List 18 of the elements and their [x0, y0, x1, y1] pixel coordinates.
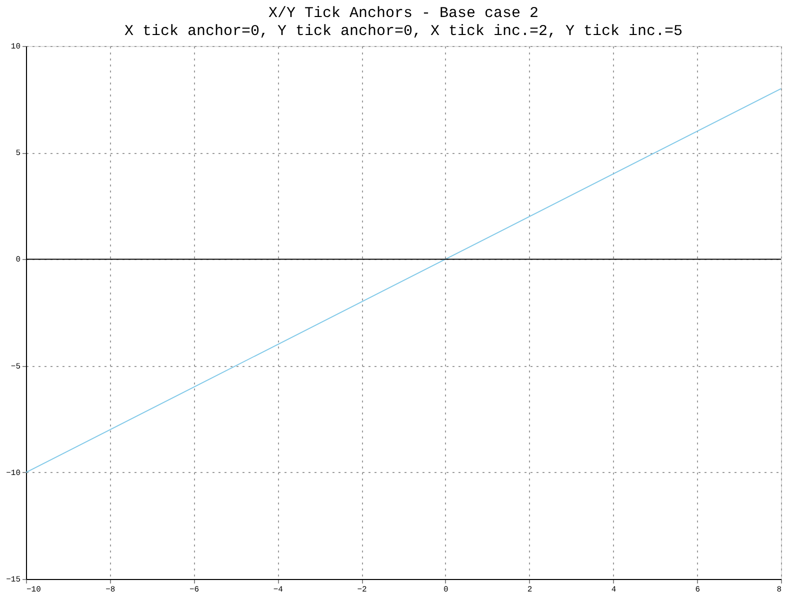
chart-subtitle: X tick anchor=0, Y tick anchor=0, X tick inc.=2, Y tick inc.=5 [124, 23, 683, 40]
y-tick-label: 0 [16, 256, 21, 265]
x-tick-label: 0 [444, 586, 449, 594]
x-tick-label: −6 [189, 586, 200, 594]
y-tick-label: −10 [6, 468, 21, 478]
x-tick-label: 4 [611, 586, 616, 594]
x-tick-label: −2 [357, 586, 368, 594]
y-tick-label: 5 [16, 149, 21, 158]
x-tick-label: 2 [527, 586, 532, 594]
x-tick-label: −8 [106, 586, 116, 594]
x-tick-label: −10 [26, 586, 42, 594]
y-tick-label: −5 [10, 362, 21, 372]
x-tick-label: −4 [273, 586, 284, 594]
chart-title: X/Y Tick Anchors - Base case 2 [268, 5, 539, 22]
x-tick-label: 8 [776, 586, 782, 594]
y-tick-label: −15 [6, 576, 21, 584]
x-tick-label: 6 [695, 586, 700, 594]
y-tick-label: 10 [10, 42, 21, 52]
